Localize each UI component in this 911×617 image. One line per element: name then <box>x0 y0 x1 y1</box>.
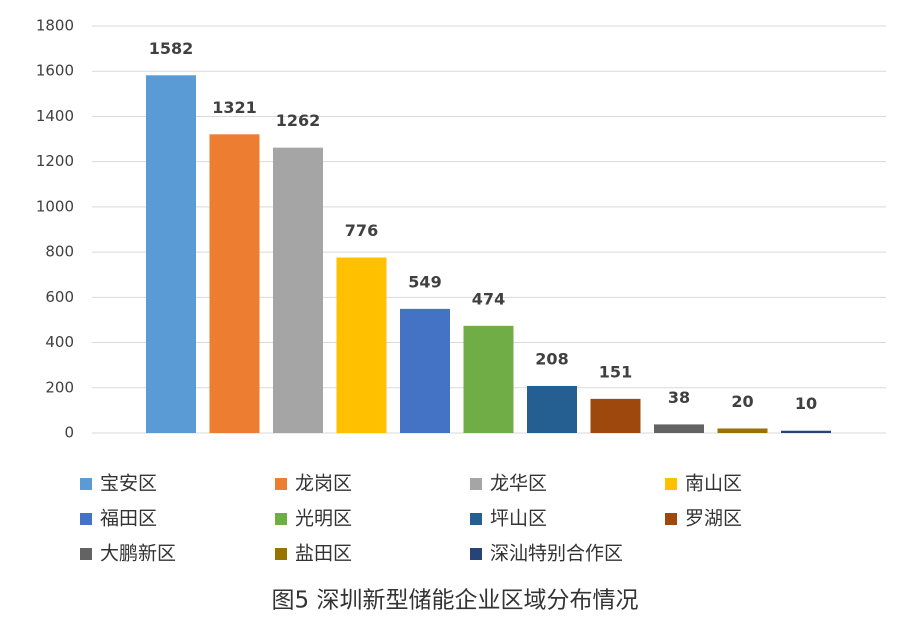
legend-swatch <box>470 548 482 560</box>
y-tick-label: 600 <box>45 288 74 306</box>
bar <box>717 428 768 433</box>
legend-swatch <box>470 478 482 490</box>
y-tick-label: 200 <box>45 378 74 396</box>
data-label: 151 <box>599 362 632 381</box>
legend-swatch <box>80 478 92 490</box>
bar <box>527 385 577 433</box>
legend-swatch <box>80 548 92 560</box>
data-label: 10 <box>795 394 817 413</box>
y-tick-label: 1000 <box>36 197 74 215</box>
y-tick-label: 1200 <box>36 152 74 170</box>
legend-swatch <box>665 478 677 490</box>
legend-swatch <box>470 513 482 525</box>
legend-swatch <box>275 548 287 560</box>
legend-label: 宝安区 <box>100 473 157 495</box>
legend-swatch <box>80 513 92 525</box>
legend-label: 大鹏新区 <box>100 543 176 565</box>
data-label: 38 <box>668 388 690 407</box>
data-label: 1321 <box>212 98 257 117</box>
legend-label: 南山区 <box>685 473 742 495</box>
data-label: 1262 <box>276 111 321 130</box>
bar <box>209 134 260 433</box>
bar <box>781 430 831 433</box>
bar <box>146 75 196 433</box>
bar <box>400 308 450 433</box>
y-tick-label: 0 <box>64 424 74 442</box>
y-tick-label: 800 <box>45 243 74 261</box>
bar <box>590 398 641 433</box>
legend-swatch <box>275 478 287 490</box>
data-label: 1582 <box>149 39 194 58</box>
y-tick-label: 1600 <box>36 62 74 80</box>
data-label: 776 <box>345 221 378 240</box>
legend-label: 福田区 <box>100 508 157 530</box>
data-label: 208 <box>535 349 568 368</box>
legend-label: 光明区 <box>295 508 352 530</box>
legend-label: 龙华区 <box>490 473 547 495</box>
legend-label: 龙岗区 <box>295 473 352 495</box>
legend-label: 盐田区 <box>295 543 352 565</box>
y-tick-label: 1400 <box>36 107 74 125</box>
legend-swatch <box>275 513 287 525</box>
data-label: 20 <box>731 392 753 411</box>
y-tick-label: 400 <box>45 333 74 351</box>
bar <box>654 424 704 433</box>
bar <box>463 325 514 433</box>
y-tick-label: 1800 <box>36 17 74 35</box>
data-label: 549 <box>408 272 441 291</box>
data-label: 474 <box>472 289 505 308</box>
legend-swatch <box>665 513 677 525</box>
chart-title: 图5 深圳新型储能企业区域分布情况 <box>272 588 639 614</box>
legend-label: 罗湖区 <box>685 508 742 530</box>
legend-label: 深汕特别合作区 <box>490 543 623 565</box>
legend-label: 坪山区 <box>490 508 547 530</box>
bar <box>336 257 387 433</box>
bar <box>273 147 323 434</box>
